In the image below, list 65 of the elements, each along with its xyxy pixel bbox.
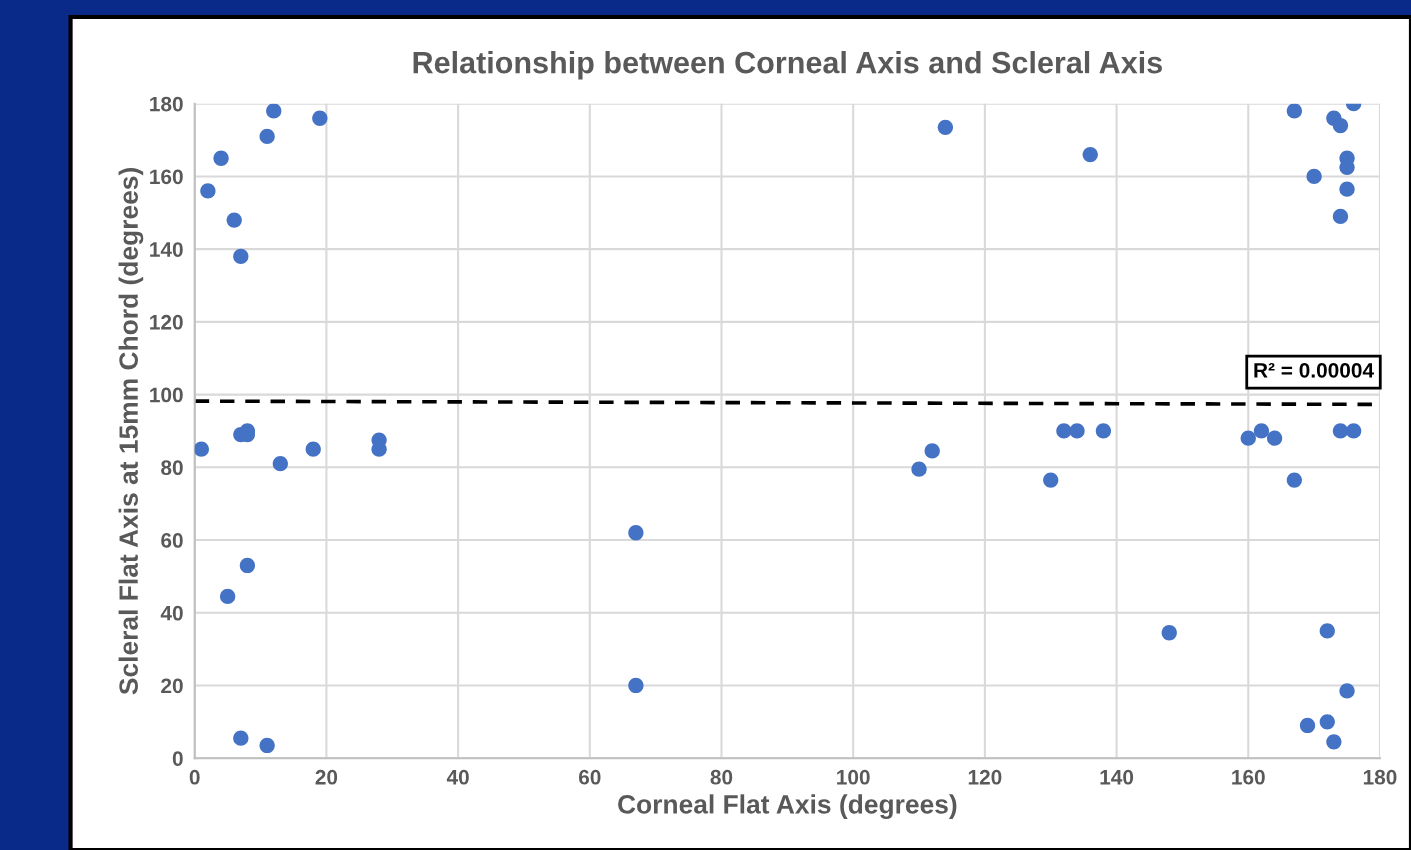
chart-title: Relationship between Corneal Axis and Scleral Axis [413,51,1162,80]
y-tick-label: 40 [160,605,183,621]
x-tick-label: 180 [1363,769,1397,785]
point [1332,117,1349,134]
x-tick-label: 60 [578,769,601,785]
y-tick-label: 80 [161,460,183,476]
point [312,110,328,126]
x-tick-label: 140 [1100,769,1134,785]
point [259,128,275,145]
point [1306,168,1322,185]
y-axis-title: Scleral Flat Axis at 15mm Chord (degrees) [118,168,144,695]
point [1069,423,1085,439]
annotation: R² = 0.00004 [1254,362,1374,378]
point [194,441,209,457]
point [911,461,927,477]
x-axis-title: Corneal Flat Axis (degrees) [618,794,957,819]
y-tick-label: 140 [150,242,183,257]
point [1253,423,1270,439]
x-tick-label: 160 [1232,769,1265,785]
x-tick-label: 120 [968,769,1002,785]
point [1043,472,1059,488]
x-tick-label: 0 [189,769,200,785]
point [226,212,242,228]
point [1319,623,1335,639]
x-tick-label: 100 [837,769,870,785]
y-tick-label: 100 [150,387,183,403]
point [233,248,249,265]
point [1326,734,1342,750]
point [1299,717,1316,734]
point [937,119,954,135]
point [1056,423,1072,439]
y-tick-label: 60 [161,533,183,548]
point [272,456,288,472]
point [1339,181,1355,197]
point [1332,208,1349,225]
point [628,525,644,541]
point [200,183,216,199]
point [213,150,229,166]
point [1345,423,1362,439]
point [305,441,321,457]
point [628,677,644,694]
point [1332,423,1349,439]
point [1266,430,1283,446]
y-tick-label: 180 [150,96,183,112]
x-tick-label: 20 [315,769,338,785]
point [239,557,256,574]
point [259,737,275,754]
point [924,443,940,459]
x-tick-label: 80 [710,769,733,785]
point [220,588,236,605]
point [1161,625,1177,641]
point [1339,683,1355,699]
point [1319,714,1335,730]
point [1082,146,1098,163]
y-tick-label: 160 [150,169,183,185]
point [1286,472,1302,488]
y-tick-label: 20 [161,678,183,694]
point [1240,430,1256,446]
point [266,103,282,119]
x-tick-label: 40 [446,769,469,785]
point [1095,423,1112,439]
y-tick-label: 120 [150,314,183,330]
y-tick-label: 0 [172,751,183,766]
point [233,730,249,746]
point [1286,103,1302,119]
